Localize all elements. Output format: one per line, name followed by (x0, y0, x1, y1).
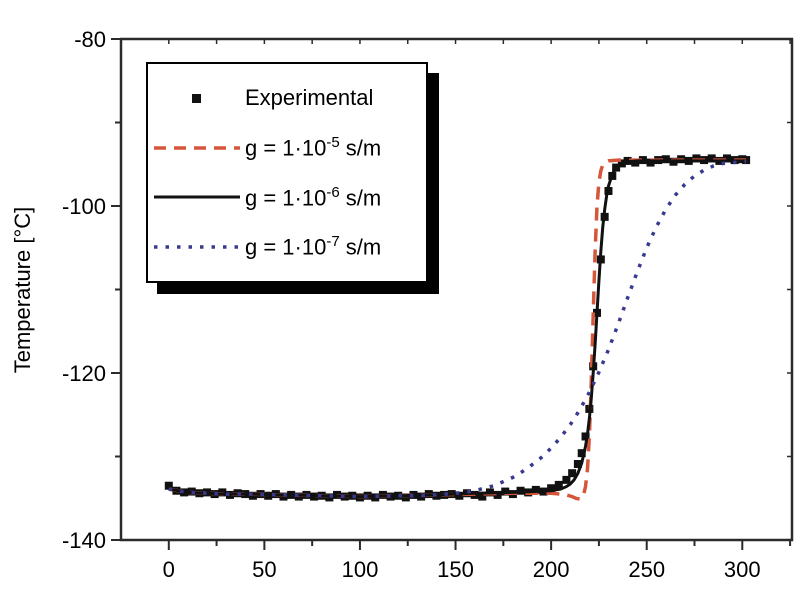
experimental-point (631, 158, 640, 167)
y-tick-label: -120 (62, 361, 106, 386)
x-tick-label: 300 (724, 557, 761, 582)
legend-entry-g1e-7: g = 1·10-7 s/m (148, 226, 426, 268)
experimental-point (531, 485, 540, 494)
y-tick-label: -80 (74, 27, 106, 52)
experimental-point (455, 491, 464, 500)
experimental-point (581, 432, 590, 441)
experimental-point (493, 490, 502, 499)
experimental-point (661, 155, 670, 164)
legend-box: Experimental g = 1·10-5 s/m g = 1·10-6 s… (146, 62, 428, 283)
dashed-line-icon (148, 143, 245, 153)
experimental-point (723, 154, 732, 163)
experimental-point (646, 158, 655, 167)
experimental-point (573, 460, 582, 469)
series-solid-curve (168, 159, 747, 499)
legend-entry-g1e-5: g = 1·10-5 s/m (148, 127, 426, 169)
series-dotted-curve (168, 159, 747, 499)
experimental-point (577, 449, 586, 458)
dotted-line-icon (148, 242, 245, 252)
x-tick-label: 50 (252, 557, 276, 582)
experimental-square-marker-icon (148, 93, 245, 103)
experimental-point (478, 492, 487, 501)
x-tick-label: 100 (342, 557, 379, 582)
x-tick-label: 0 (163, 557, 175, 582)
y-tick-label: -140 (62, 528, 106, 553)
experimental-point (401, 493, 410, 502)
legend-label-experimental: Experimental (245, 85, 374, 110)
legend-label-g1e-5: g = 1·10-5 s/m (245, 133, 382, 161)
x-tick-label: 250 (628, 557, 665, 582)
x-tick-label: 150 (437, 557, 474, 582)
x-tick-label: 200 (533, 557, 570, 582)
legend-label-g1e-6: g = 1·10-6 s/m (245, 183, 382, 210)
experimental-point (562, 475, 571, 484)
legend-entry-experimental: Experimental (148, 77, 426, 119)
experimental-point (164, 481, 173, 490)
experimental-point (554, 480, 563, 489)
legend-label-g1e-7: g = 1·10-7 s/m (245, 233, 382, 260)
experimental-point (547, 484, 556, 493)
y-tick-label: -100 (62, 194, 106, 219)
solid-line-icon (148, 192, 245, 202)
y-axis-label: Temperature [°C] (10, 206, 35, 374)
experimental-point (568, 469, 577, 478)
experimental-point (325, 493, 334, 502)
experimental-point (742, 156, 751, 165)
legend-entry-g1e-6: g = 1·10-6 s/m (148, 176, 426, 218)
experimental-point (707, 154, 716, 163)
